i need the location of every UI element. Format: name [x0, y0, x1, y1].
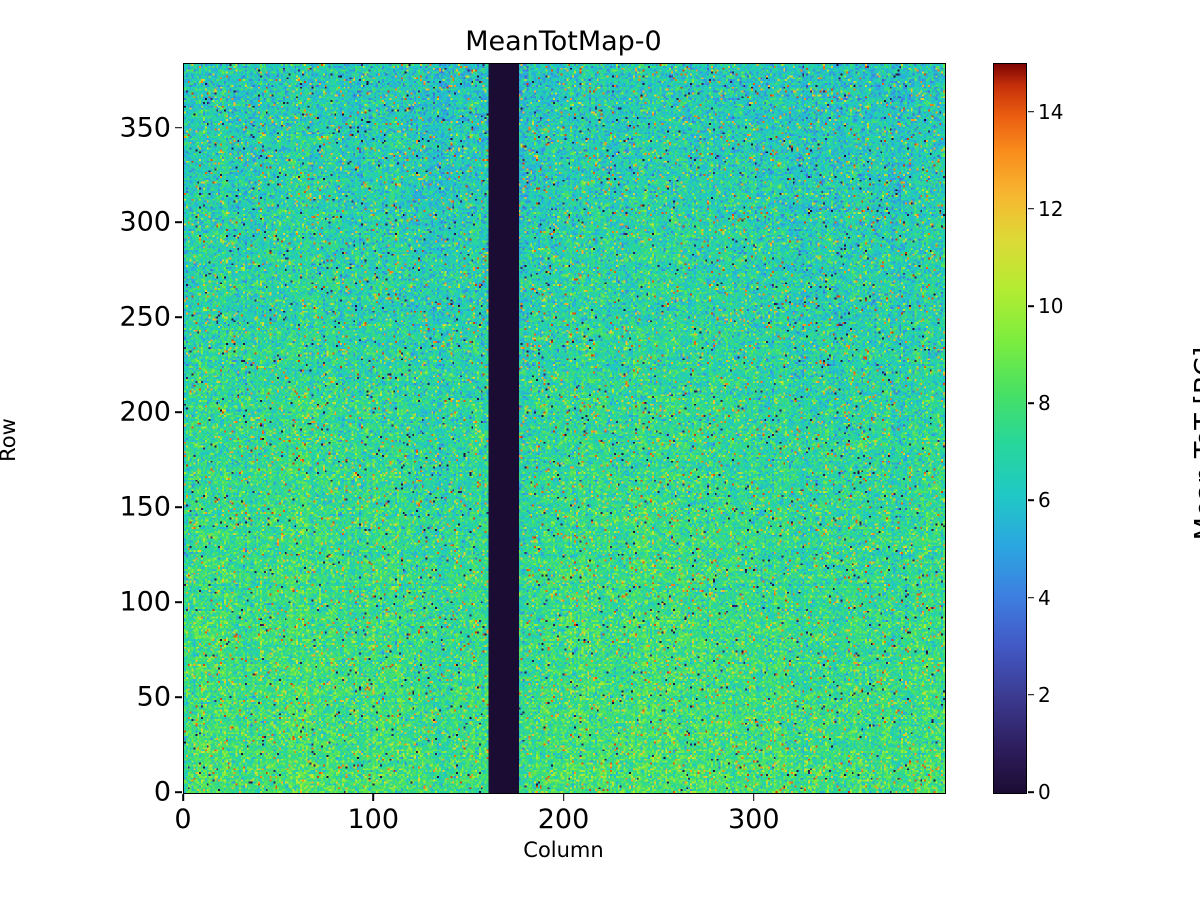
x-tick-mark — [372, 794, 375, 801]
colorbar-tick-label: 2 — [1038, 682, 1051, 707]
y-tick-label: 0 — [153, 776, 171, 808]
y-tick-label: 250 — [119, 301, 171, 333]
colorbar-label: Mean ToT [BC] — [1189, 346, 1200, 541]
y-axis-label: Row — [0, 418, 20, 462]
x-tick-mark — [752, 794, 755, 801]
y-tick-mark — [175, 696, 182, 698]
y-tick-label: 50 — [136, 681, 171, 713]
colorbar-tick-mark — [1028, 791, 1034, 793]
y-tick-mark — [175, 316, 182, 319]
colorbar[interactable] — [993, 63, 1027, 794]
colorbar-tick-label: 8 — [1038, 391, 1051, 416]
y-tick-mark — [175, 126, 182, 129]
y-tick-mark — [175, 221, 182, 224]
colorbar-tick-mark — [1028, 694, 1034, 696]
colorbar-tick-mark — [1028, 596, 1034, 599]
colorbar-tick-mark — [1028, 402, 1034, 404]
y-tick-mark — [175, 791, 182, 793]
x-tick-label: 100 — [347, 804, 400, 835]
x-tick-label: 0 — [174, 804, 192, 835]
colorbar-tick-mark — [1028, 499, 1034, 502]
y-tick-mark — [175, 411, 182, 414]
colorbar-tick-mark — [1028, 305, 1034, 307]
y-tick-label: 300 — [119, 206, 171, 238]
y-tick-label: 150 — [119, 491, 171, 523]
colorbar-tick-mark — [1028, 208, 1034, 210]
x-tick-label: 200 — [537, 804, 590, 835]
colorbar-tick-label: 0 — [1038, 780, 1051, 804]
x-tick-mark — [562, 794, 565, 801]
x-axis-label: Column — [523, 838, 604, 862]
x-tick-label: 300 — [727, 804, 780, 835]
y-tick-label: 350 — [119, 112, 171, 144]
y-tick-mark — [175, 506, 182, 509]
y-tick-label: 100 — [119, 586, 171, 618]
x-tick-mark — [182, 794, 184, 801]
colorbar-tick-mark — [1028, 110, 1034, 113]
y-tick-label: 200 — [119, 396, 171, 428]
heatmap-image[interactable] — [184, 64, 945, 793]
page-title: MeanTotMap-0 — [465, 26, 662, 57]
colorbar-tick-label: 4 — [1038, 585, 1051, 610]
colorbar-tick-label: 10 — [1038, 294, 1064, 318]
colorbar-tick-label: 6 — [1038, 488, 1051, 513]
heatmap-axes[interactable] — [183, 63, 946, 794]
y-tick-mark — [175, 601, 182, 603]
colorbar-tick-label: 12 — [1038, 196, 1064, 221]
colorbar-tick-label: 14 — [1038, 99, 1064, 124]
colorbar-gradient — [994, 64, 1026, 793]
